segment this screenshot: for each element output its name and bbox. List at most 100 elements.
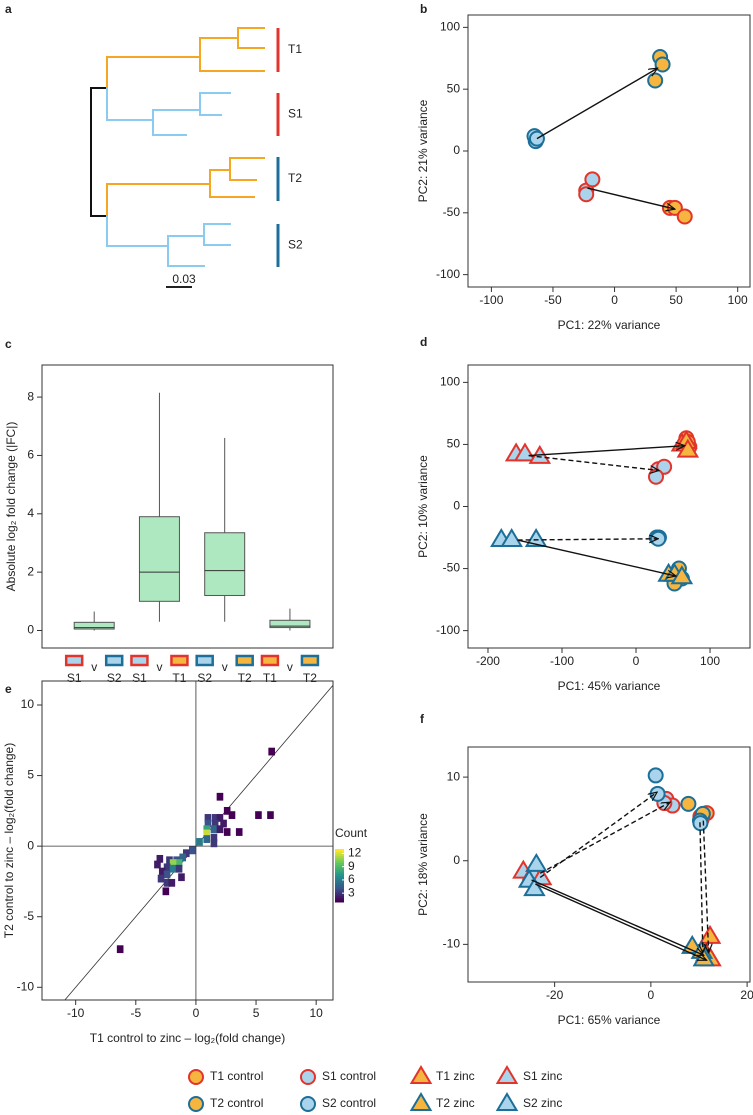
legend-label: T2 zinc bbox=[436, 1096, 475, 1110]
triangle-marker bbox=[409, 1092, 433, 1111]
swatch bbox=[130, 654, 149, 667]
arrow bbox=[536, 68, 658, 140]
box bbox=[204, 532, 246, 596]
colorbar-step bbox=[335, 868, 344, 872]
bin-cell bbox=[163, 878, 171, 887]
circle-marker bbox=[300, 1069, 316, 1085]
y-tick-label: 5 bbox=[27, 768, 34, 782]
bin-cell bbox=[210, 825, 218, 834]
y-tick-label: -100 bbox=[436, 623, 460, 637]
arrow bbox=[528, 454, 659, 471]
triangle-marker bbox=[409, 1065, 433, 1084]
y-axis-label: PC2: 21% variance bbox=[416, 99, 430, 202]
category-label: S2 bbox=[197, 671, 212, 685]
bin-cell bbox=[162, 887, 170, 896]
y-tick-label: 6 bbox=[27, 448, 34, 462]
x-tick-label: 0 bbox=[193, 1006, 200, 1020]
y-tick-label: 2 bbox=[27, 564, 34, 578]
plot-frame bbox=[467, 14, 751, 288]
y-axis-label: Absolute log₂ fold change (|FC|) bbox=[4, 422, 18, 592]
panel-label: d bbox=[420, 335, 427, 349]
colorbar-step bbox=[335, 890, 344, 894]
y-tick-label: -5 bbox=[23, 909, 34, 923]
plot-frame bbox=[41, 364, 334, 649]
bin-cell bbox=[196, 838, 203, 846]
colorbar-step bbox=[335, 853, 344, 857]
y-tick-label: 50 bbox=[447, 81, 461, 95]
plot-frame bbox=[41, 680, 334, 1001]
arrow bbox=[702, 820, 708, 953]
legend-label: S2 zinc bbox=[523, 1096, 562, 1110]
bin-cell bbox=[154, 860, 161, 869]
arrow bbox=[528, 446, 685, 457]
colorbar-label: Count bbox=[335, 826, 368, 840]
x-tick-label: -10 bbox=[67, 1006, 85, 1020]
arrow bbox=[517, 539, 676, 576]
circle-marker bbox=[647, 72, 664, 89]
bin-cell bbox=[235, 828, 243, 836]
bin-cell bbox=[216, 792, 224, 801]
bin-cell bbox=[168, 878, 176, 887]
colorbar-step bbox=[335, 893, 344, 896]
y-tick-label: -50 bbox=[443, 205, 461, 219]
bin-cell bbox=[189, 846, 196, 855]
x-axis-label: PC1: 22% variance bbox=[558, 318, 661, 332]
panel-label: b bbox=[420, 2, 427, 16]
x-tick-label: -5 bbox=[130, 1006, 141, 1020]
bin-cell bbox=[175, 864, 183, 873]
triangle-marker bbox=[495, 1092, 519, 1111]
y-tick-label: -50 bbox=[443, 561, 461, 575]
bin-cell bbox=[158, 867, 166, 876]
x-tick-label: 10 bbox=[309, 1006, 323, 1020]
bin-cell bbox=[267, 811, 274, 819]
bin-cell bbox=[204, 814, 212, 822]
circle-marker bbox=[649, 785, 666, 802]
legend-label: T2 control bbox=[210, 1096, 263, 1110]
y-tick-label: 50 bbox=[447, 437, 461, 451]
scale-label: 0.03 bbox=[172, 272, 196, 286]
category-label: T1 bbox=[263, 671, 277, 685]
circle-marker bbox=[676, 208, 693, 225]
circle-marker bbox=[648, 468, 664, 485]
panel-label: f bbox=[420, 712, 425, 726]
triangle-marker bbox=[495, 1065, 519, 1084]
y-tick-label: 100 bbox=[440, 375, 460, 389]
bin-cell bbox=[169, 859, 177, 867]
bin-cell bbox=[228, 811, 236, 819]
group-label: T1 bbox=[288, 42, 302, 56]
bin-cell bbox=[163, 863, 171, 872]
colorbar-step bbox=[335, 884, 344, 888]
circle-marker bbox=[680, 795, 697, 812]
panel-label: c bbox=[5, 337, 12, 351]
category-label: T1 bbox=[172, 671, 186, 685]
circle-marker bbox=[584, 171, 601, 188]
bin-cell bbox=[211, 814, 219, 822]
triangle-marker bbox=[524, 528, 548, 548]
colorbar-tick-label: 9 bbox=[348, 859, 355, 873]
y-tick-label: -100 bbox=[436, 267, 460, 281]
swatch bbox=[170, 654, 189, 667]
circle-marker bbox=[578, 186, 595, 203]
x-tick-label: -20 bbox=[546, 988, 564, 1002]
colorbar-step bbox=[335, 862, 344, 865]
y-tick-label: 0 bbox=[27, 838, 34, 852]
category-sep: v bbox=[222, 660, 228, 674]
y-axis-label: PC2: 10% variance bbox=[416, 455, 430, 558]
swatch bbox=[195, 654, 214, 667]
legend-label: T1 zinc bbox=[436, 1069, 475, 1083]
x-tick-label: -200 bbox=[476, 654, 500, 668]
bin-cell bbox=[223, 806, 231, 815]
bin-cell bbox=[216, 814, 224, 822]
triangle-marker bbox=[525, 852, 548, 872]
circle-marker bbox=[300, 1096, 316, 1112]
bin-cell bbox=[210, 839, 218, 848]
y-tick-label: 0 bbox=[453, 143, 460, 157]
swatch bbox=[104, 654, 124, 667]
arrow bbox=[535, 883, 706, 961]
bin-cell bbox=[203, 835, 211, 843]
y-tick-label: 10 bbox=[21, 697, 35, 711]
bin-cell bbox=[216, 825, 224, 834]
colorbar-tick-label: 12 bbox=[348, 846, 362, 860]
x-tick-label: 100 bbox=[700, 654, 720, 668]
